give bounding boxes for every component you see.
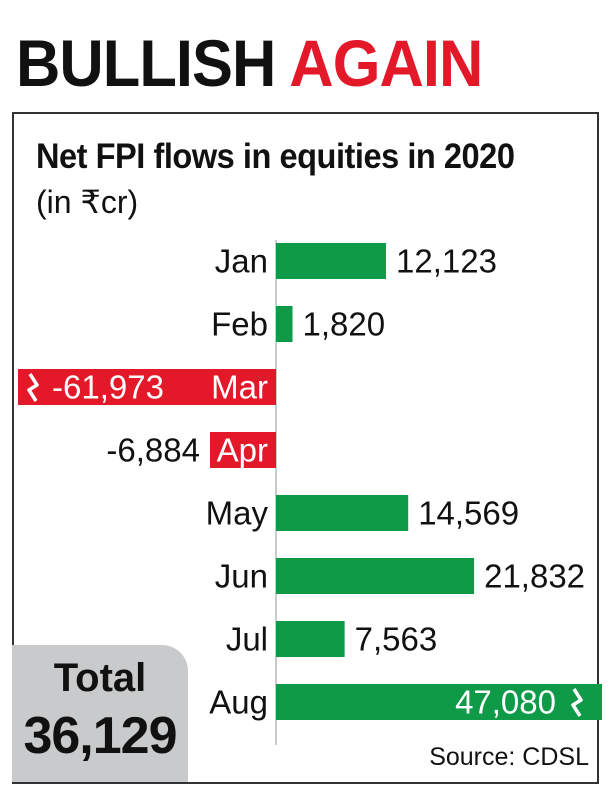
break-mark-aug [571,688,583,717]
value-label-feb: 1,820 [303,306,386,343]
value-label-jun: 21,832 [484,558,585,595]
chart-frame [12,112,599,784]
bar-aug [276,684,602,720]
bar-feb [276,306,293,342]
value-label-may: 14,569 [418,495,519,532]
bar-jun [276,558,475,594]
total-value: 36,129 [23,707,177,765]
category-label-feb: Feb [211,306,268,343]
bar-apr [210,432,276,468]
total-panel [12,645,188,782]
headline-word-again: AGAIN [289,26,483,100]
value-label-jul: 7,563 [355,621,438,658]
chart-title: Net FPI flows in equities in 2020 [36,137,515,176]
value-label-mar: -61,973 [52,369,164,406]
value-label-apr: -6,884 [106,432,200,469]
headline-word-bullish: BULLISH [16,26,276,100]
category-label-jun: Jun [215,558,268,595]
source-note: Source: CDSL [429,743,589,771]
category-label-mar: Mar [211,369,268,406]
headline: BULLISH AGAIN [16,26,483,100]
category-label-jul: Jul [226,621,268,658]
bar-jul [276,621,345,657]
category-label-jan: Jan [215,243,268,280]
category-label-apr: Apr [217,432,268,469]
total-label: Total [53,656,147,700]
bar-mar [18,369,276,405]
category-label-may: May [206,495,269,532]
bar-may [276,495,409,531]
bar-jan [276,243,386,279]
chart-subtitle: (in ₹cr) [36,184,139,220]
value-label-aug: 47,080 [455,684,556,721]
break-mark-mar [27,373,39,402]
category-label-aug: Aug [209,684,268,721]
value-label-jan: 12,123 [396,243,497,280]
